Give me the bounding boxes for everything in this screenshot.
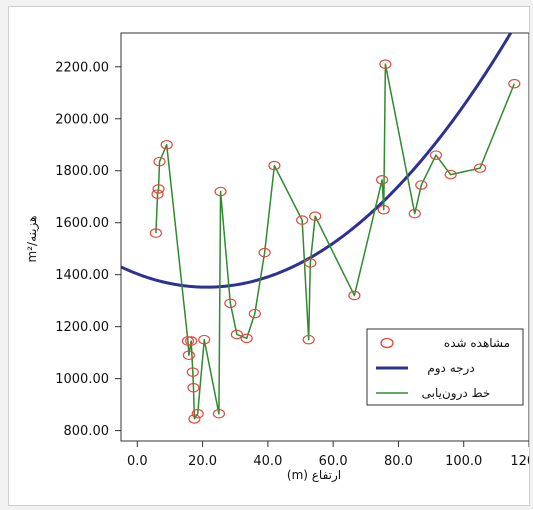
y-tick-label: 1600.00 <box>55 216 109 231</box>
y-tick-label: 1200.00 <box>55 320 109 335</box>
legend-observed-label: مشاهده شده <box>444 336 510 350</box>
x-tick-label: 120.0 <box>510 454 529 469</box>
y-tick-label: 1800.00 <box>55 164 109 179</box>
legend-quadratic-label: درجه دوم <box>427 361 474 376</box>
x-tick-label: 40.0 <box>253 454 282 469</box>
chart-frame: 0.0 20.0 40.0 60.0 80.0 100.0 120.0 800.00 1000… <box>8 6 530 506</box>
x-tick-label: 80.0 <box>384 454 413 469</box>
y-tick-label: 2000.00 <box>55 112 109 127</box>
y-axis-label: هزینه/m² <box>25 216 40 263</box>
x-axis-label: ارتفاع (m) <box>287 468 341 483</box>
y-tick-label: 1400.00 <box>55 268 109 283</box>
x-axis: 0.0 20.0 40.0 60.0 80.0 100.0 120.0 <box>127 441 529 469</box>
x-tick-label: 0.0 <box>127 454 148 469</box>
x-tick-label: 20.0 <box>188 454 217 469</box>
legend-interpolation-label: خط درون‌یابی <box>422 386 491 401</box>
y-tick-label: 800.00 <box>64 424 110 439</box>
x-tick-label: 60.0 <box>319 454 348 469</box>
chart-svg: 0.0 20.0 40.0 60.0 80.0 100.0 120.0 800.00 1000… <box>9 7 529 505</box>
y-axis: 800.00 1000.00 1200.00 1400.00 1600.00 1800.0… <box>55 60 121 439</box>
y-tick-label: 1000.00 <box>55 372 109 387</box>
y-tick-label: 2200.00 <box>55 60 109 75</box>
legend: مشاهده شده درجه دوم خط درون‌یابی <box>367 329 523 405</box>
x-tick-label: 100.0 <box>445 454 482 469</box>
